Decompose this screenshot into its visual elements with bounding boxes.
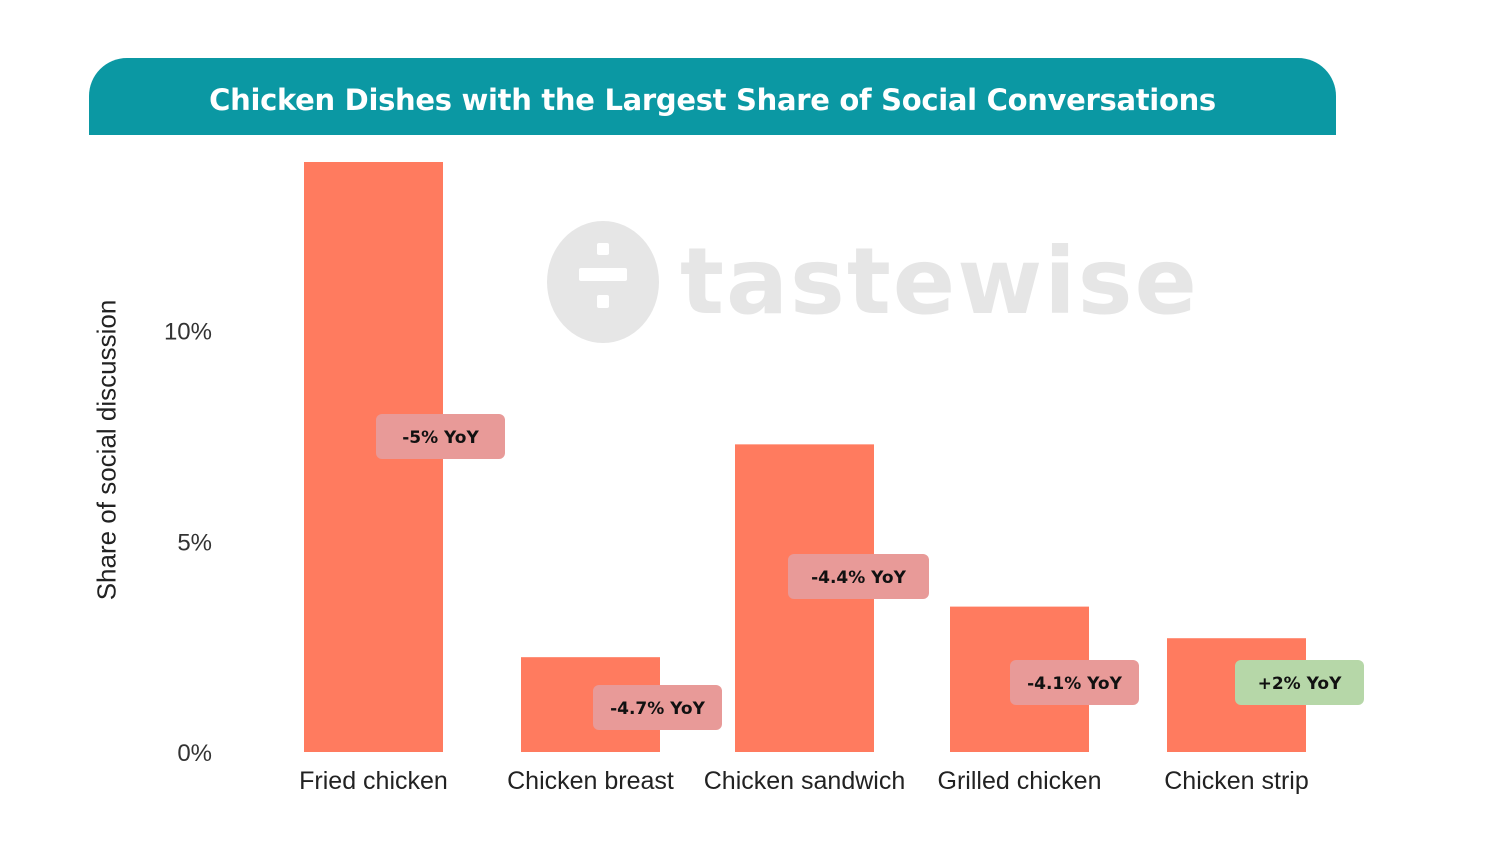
x-tick-label: Chicken sandwich (704, 767, 906, 795)
yoy-badge: -4.4% YoY (788, 554, 929, 599)
x-tick-label: Grilled chicken (938, 767, 1102, 795)
tastewise-watermark: tastewise (547, 221, 1199, 343)
logo-mark-dot-lower (597, 295, 609, 308)
x-tick-label: Chicken strip (1164, 767, 1309, 795)
yoy-badge-bg (1010, 660, 1139, 705)
x-tick-label: Fried chicken (299, 767, 448, 795)
chart-title: Chicken Dishes with the Largest Share of… (209, 82, 1216, 117)
y-tick-label: 5% (177, 529, 212, 556)
yoy-badge: +2% YoY (1235, 660, 1364, 705)
y-tick-label: 0% (177, 740, 212, 767)
yoy-label: -4.1% YoY (1027, 674, 1123, 694)
tastewise-logo-icon (547, 221, 659, 343)
title-banner: Chicken Dishes with the Largest Share of… (89, 58, 1336, 135)
yoy-label: +2% YoY (1258, 674, 1342, 694)
yoy-label: -5% YoY (402, 428, 479, 448)
logo-mark-bar (579, 268, 627, 281)
yoy-badge: -4.7% YoY (593, 685, 722, 730)
yoy-label: -4.4% YoY (811, 568, 907, 588)
x-tick-label: Chicken breast (507, 767, 674, 795)
y-tick-label: 10% (164, 319, 212, 346)
yoy-badge-bg (593, 685, 722, 730)
yoy-badge-bg (1235, 660, 1364, 705)
logo-mark-dot (597, 243, 609, 255)
watermark-text: tastewise (680, 228, 1199, 335)
yoy-badge-bg (788, 554, 929, 599)
yoy-badge: -4.1% YoY (1010, 660, 1139, 705)
yoy-badge-bg (376, 414, 505, 459)
yoy-badge: -5% YoY (376, 414, 505, 459)
yoy-label: -4.7% YoY (610, 699, 706, 719)
